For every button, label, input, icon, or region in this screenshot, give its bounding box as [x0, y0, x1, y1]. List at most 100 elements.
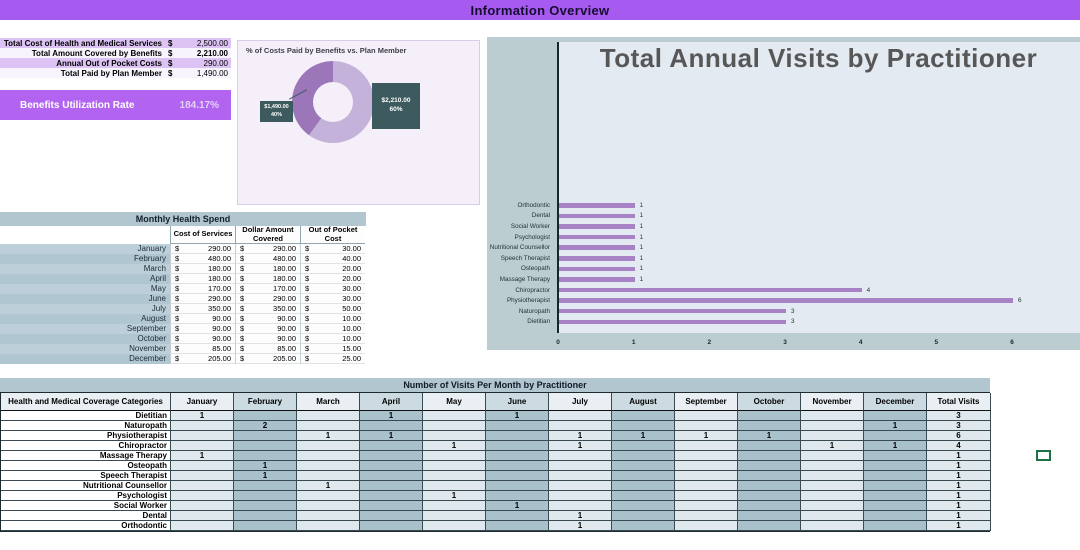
visits-value-cell[interactable] — [297, 441, 360, 451]
out-of-pocket-cost-cell[interactable]: $20.00 — [300, 274, 365, 284]
visits-value-cell[interactable]: 1 — [675, 431, 738, 441]
visits-value-cell[interactable] — [612, 411, 675, 421]
visits-value-cell[interactable]: 1 — [360, 431, 423, 441]
visits-total-cell[interactable]: 1 — [927, 521, 991, 531]
dollar-amount-covered-cell[interactable]: $205.00 — [235, 354, 300, 364]
column-header-dollar-amount-covered[interactable]: Dollar Amount Covered — [235, 225, 300, 244]
visits-value-cell[interactable] — [234, 511, 297, 521]
visits-category-cell[interactable]: Naturopath — [1, 421, 171, 431]
visits-value-cell[interactable] — [297, 411, 360, 421]
visits-value-cell[interactable] — [297, 501, 360, 511]
visits-value-cell[interactable] — [801, 431, 864, 441]
dollar-amount-covered-cell[interactable]: $170.00 — [235, 284, 300, 294]
visits-value-cell[interactable] — [675, 471, 738, 481]
visits-value-cell[interactable] — [612, 511, 675, 521]
visits-header-month[interactable]: October — [738, 393, 801, 411]
visits-value-cell[interactable]: 1 — [801, 441, 864, 451]
visits-value-cell[interactable] — [360, 421, 423, 431]
visits-value-cell[interactable] — [486, 431, 549, 441]
visits-value-cell[interactable] — [423, 481, 486, 491]
visits-value-cell[interactable] — [297, 521, 360, 531]
visits-value-cell[interactable] — [801, 501, 864, 511]
bar-chart-panel[interactable]: Total Annual Visits by Practitioner Orth… — [487, 37, 1080, 350]
visits-value-cell[interactable]: 1 — [549, 511, 612, 521]
visits-value-cell[interactable] — [675, 521, 738, 531]
month-label-cell[interactable]: April — [0, 274, 170, 284]
dollar-amount-covered-cell[interactable]: $90.00 — [235, 314, 300, 324]
out-of-pocket-cost-cell[interactable]: $25.00 — [300, 354, 365, 364]
out-of-pocket-cost-cell[interactable]: $10.00 — [300, 314, 365, 324]
visits-value-cell[interactable]: 1 — [423, 491, 486, 501]
visits-value-cell[interactable] — [612, 471, 675, 481]
cost-of-services-cell[interactable]: $85.00 — [170, 344, 235, 354]
visits-value-cell[interactable] — [612, 521, 675, 531]
visits-value-cell[interactable] — [297, 491, 360, 501]
dollar-amount-covered-cell[interactable]: $180.00 — [235, 274, 300, 284]
visits-value-cell[interactable] — [738, 491, 801, 501]
visits-value-cell[interactable] — [801, 521, 864, 531]
visits-value-cell[interactable]: 1 — [234, 461, 297, 471]
visits-value-cell[interactable] — [612, 491, 675, 501]
visits-value-cell[interactable] — [423, 421, 486, 431]
cost-of-services-cell[interactable]: $90.00 — [170, 324, 235, 334]
visits-value-cell[interactable] — [486, 441, 549, 451]
visits-value-cell[interactable] — [171, 481, 234, 491]
visits-value-cell[interactable] — [864, 471, 927, 481]
visits-header-month[interactable]: March — [297, 393, 360, 411]
visits-category-cell[interactable]: Orthodontic — [1, 521, 171, 531]
out-of-pocket-cost-cell[interactable]: $15.00 — [300, 344, 365, 354]
visits-value-cell[interactable] — [801, 451, 864, 461]
visits-header-month[interactable]: December — [864, 393, 927, 411]
visits-value-cell[interactable] — [171, 491, 234, 501]
visits-category-cell[interactable]: Dietitian — [1, 411, 171, 421]
visits-value-cell[interactable] — [549, 421, 612, 431]
visits-header-month[interactable]: June — [486, 393, 549, 411]
visits-value-cell[interactable] — [486, 451, 549, 461]
visits-value-cell[interactable] — [864, 451, 927, 461]
visits-value-cell[interactable]: 1 — [234, 471, 297, 481]
visits-header-month[interactable]: September — [675, 393, 738, 411]
visits-value-cell[interactable] — [801, 471, 864, 481]
visits-value-cell[interactable] — [171, 501, 234, 511]
visits-value-cell[interactable] — [360, 511, 423, 521]
visits-value-cell[interactable] — [360, 491, 423, 501]
visits-value-cell[interactable] — [864, 481, 927, 491]
cost-of-services-cell[interactable]: $205.00 — [170, 354, 235, 364]
visits-value-cell[interactable] — [171, 441, 234, 451]
visits-value-cell[interactable]: 1 — [360, 411, 423, 421]
visits-value-cell[interactable] — [360, 481, 423, 491]
visits-value-cell[interactable] — [738, 521, 801, 531]
dollar-amount-covered-cell[interactable]: $180.00 — [235, 264, 300, 274]
month-label-cell[interactable]: August — [0, 314, 170, 324]
visits-value-cell[interactable] — [675, 501, 738, 511]
visits-value-cell[interactable] — [549, 411, 612, 421]
dollar-amount-covered-cell[interactable]: $480.00 — [235, 254, 300, 264]
visits-value-cell[interactable] — [612, 421, 675, 431]
visits-header-month[interactable]: February — [234, 393, 297, 411]
visits-value-cell[interactable] — [171, 521, 234, 531]
visits-value-cell[interactable]: 1 — [486, 411, 549, 421]
visits-header-total[interactable]: Total Visits — [927, 393, 991, 411]
visits-total-cell[interactable]: 6 — [927, 431, 991, 441]
visits-value-cell[interactable] — [423, 411, 486, 421]
visits-value-cell[interactable] — [360, 521, 423, 531]
visits-value-cell[interactable]: 1 — [297, 431, 360, 441]
visits-value-cell[interactable]: 1 — [171, 411, 234, 421]
visits-category-cell[interactable]: Dental — [1, 511, 171, 521]
cost-of-services-cell[interactable]: $170.00 — [170, 284, 235, 294]
visits-value-cell[interactable] — [423, 431, 486, 441]
out-of-pocket-cost-cell[interactable]: $30.00 — [300, 284, 365, 294]
visits-value-cell[interactable] — [234, 411, 297, 421]
visits-value-cell[interactable] — [864, 491, 927, 501]
visits-value-cell[interactable] — [675, 411, 738, 421]
visits-value-cell[interactable] — [549, 461, 612, 471]
month-label-cell[interactable]: July — [0, 304, 170, 314]
visits-header-month[interactable]: August — [612, 393, 675, 411]
selected-cell[interactable] — [1036, 450, 1051, 461]
visits-total-cell[interactable]: 1 — [927, 461, 991, 471]
visits-value-cell[interactable] — [360, 501, 423, 511]
visits-header-month[interactable]: January — [171, 393, 234, 411]
visits-value-cell[interactable]: 1 — [486, 501, 549, 511]
dollar-amount-covered-cell[interactable]: $90.00 — [235, 334, 300, 344]
summary-row[interactable]: Total Paid by Plan Member $1,490.00 — [0, 68, 231, 78]
